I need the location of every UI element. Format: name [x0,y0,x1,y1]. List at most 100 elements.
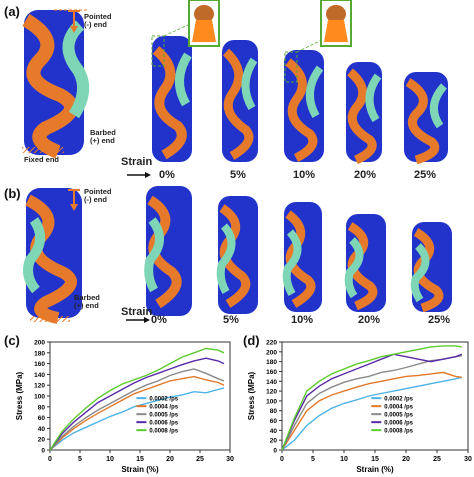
filament-b-20 [344,214,386,312]
filament-b-5 [216,196,258,314]
pointed-end-label-a: Pointed (-) end [84,12,112,29]
filament-b-0 [144,186,192,316]
panel-label-a: (a) [4,4,20,19]
filament-b-10 [282,202,322,312]
barbed-end-label-a: Barbed (+) end [90,128,116,145]
panel-label-c: (c) [4,333,20,348]
y-tick-label: 0 [273,448,277,455]
y-axis-label: Stress (MPa) [15,371,24,420]
legend-entry-1: 0.0002 /ps [149,397,178,403]
filament-reference-a [22,9,90,159]
stress-strain-chart-c: 0 20 40 60 80 100 120 140 160 180 200 0 5 10 15 20 25 30 S… [15,340,234,475]
y-tick-label: 180 [34,350,45,357]
legend-entry-3: 0.0005 /ps [384,413,413,419]
strain-b-20: 20% [357,314,381,326]
panel-b-figure [23,186,452,324]
y-tick-label: 20 [270,438,278,445]
x-tick-label: 30 [226,456,234,463]
x-tick-label: 10 [340,456,348,463]
inset-zoom-10 [284,0,352,83]
y-tick-label: 140 [34,372,45,379]
strain-b-25: 25% [427,314,451,326]
y-tick-label: 60 [270,418,278,425]
y-tick-label: 100 [266,398,277,405]
y-tick-label: 160 [34,361,45,368]
x-tick-label: 15 [371,456,379,463]
fixed-base-hatch-b [30,316,70,322]
panel-label-d: (d) [243,333,260,348]
inset-zoom-0 [151,0,220,67]
x-tick-label: 0 [48,456,52,463]
x-tick-label: 5 [78,456,82,463]
filament-a-20 [346,62,382,165]
pointed-end-arrow-a [68,10,80,33]
series-line-1 [281,376,462,451]
filament-a-0 [152,36,192,162]
y-tick-label: 20 [38,437,46,444]
filament-a-10 [284,50,324,163]
y-tick-label: 80 [270,408,278,415]
legend-entry-4: 0.0006 /ps [149,421,178,427]
legend-entry-3: 0.0005 /ps [149,413,178,419]
y-tick-label: 80 [38,404,46,411]
series-line-4 [281,353,463,451]
pointed-end-arrow-b [68,189,80,211]
panel-label-b: (b) [4,186,21,201]
y-tick-label: 160 [266,369,277,376]
strain-label-b: Strain [121,306,153,318]
legend-entry-5: 0.0008 /ps [384,429,413,435]
x-tick-label: 5 [311,456,315,463]
series-line-3 [281,355,462,451]
strain-a-25: 25% [413,169,437,181]
y-tick-label: 120 [266,389,277,396]
x-tick-label: 25 [433,456,441,463]
x-tick-label: 25 [196,456,204,463]
y-axis-label: Stress (MPa) [247,371,256,420]
strain-b-0: 0% [151,314,167,326]
y-tick-label: 100 [34,394,45,401]
strain-b-5: 5% [223,314,239,326]
series-line-5 [281,345,462,451]
y-tick-label: 180 [266,359,277,366]
fixed-end-label: Fixed end [24,155,60,164]
x-tick-label: 15 [136,456,144,463]
fixed-base-hatch [22,147,64,153]
panel-a-figure [22,0,448,178]
series-line-2 [281,371,462,451]
y-tick-label: 120 [34,383,45,390]
filament-b-25 [410,222,452,313]
series-line-3 [49,368,225,451]
x-axis-label: Strain (%) [356,465,394,474]
pointed-end-label-b: Pointed (-) end [84,187,112,204]
x-tick-label: 20 [166,456,174,463]
y-tick-label: 60 [38,415,46,422]
strain-a-5: 5% [230,169,246,181]
stress-strain-chart-d: 0 20 40 60 80 100 120 140 160 180 200 220 0 5 10 15 20 25… [247,340,472,475]
series-line-5 [49,347,225,451]
x-tick-label: 30 [464,456,472,463]
legend-entry-1: 0.0002 /ps [384,397,413,403]
legend-entry-4: 0.0006 /ps [384,421,413,427]
strain-b-10: 10% [290,314,314,326]
y-tick-label: 40 [38,426,46,433]
x-tick-label: 0 [280,456,284,463]
strain-label-a: Strain [121,156,153,168]
y-tick-label: 220 [266,340,277,347]
legend-entry-2: 0.0004 /ps [149,405,178,411]
strain-a-10: 10% [292,169,316,181]
x-axis-label: Strain (%) [121,465,159,474]
strain-a-20: 20% [353,169,377,181]
barbed-end-label-b: Barbed (+) end [74,293,100,310]
filament-a-5 [222,40,258,162]
x-tick-label: 10 [106,456,114,463]
legend-entry-2: 0.0004 /ps [384,405,413,411]
series-line-4 [49,357,225,451]
y-tick-label: 200 [34,340,45,347]
y-tick-label: 0 [41,448,45,455]
legend-entry-5: 0.0008 /ps [149,429,178,435]
x-tick-label: 20 [402,456,410,463]
filament-reference-b [23,188,82,324]
y-tick-label: 200 [266,349,277,356]
filament-a-25 [404,72,448,165]
y-tick-label: 140 [266,379,277,386]
